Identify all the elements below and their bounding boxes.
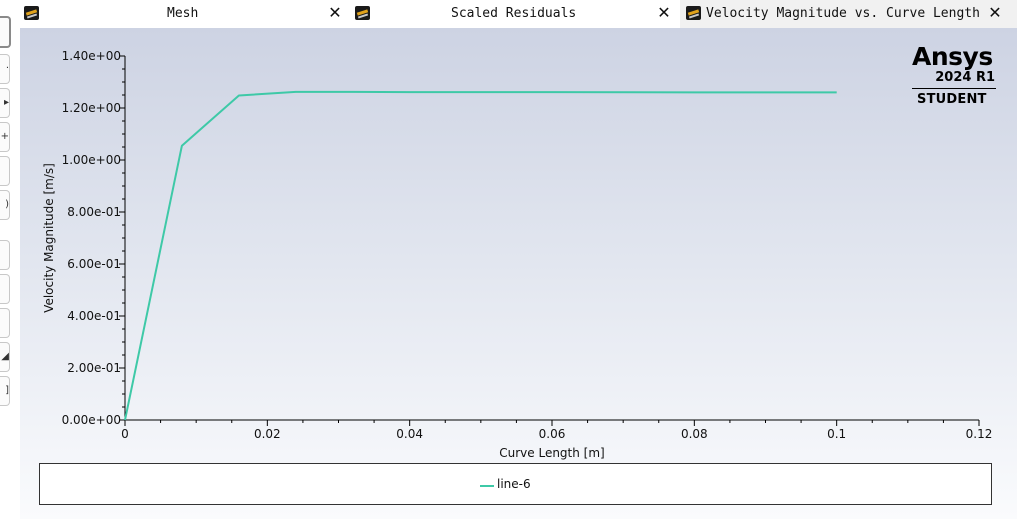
view-icon[interactable] [0,274,10,304]
box-icon[interactable] [0,156,10,186]
pan-icon[interactable]: · [0,54,10,84]
bracket-icon[interactable]: ] [0,376,10,406]
tab-scaled-residuals[interactable]: Scaled Residuals ✕ [349,0,680,28]
x-tick-label: 0.08 [681,427,708,441]
zoom-icon[interactable]: + [0,122,10,152]
x-tick-label: 0.12 [966,427,993,441]
graphics-tab-strip: Mesh ✕ Scaled Residuals ✕ Velocity Magni… [0,0,1017,28]
y-tick-label: 1.00e+00 [62,153,121,167]
fit-icon[interactable] [0,240,10,270]
graphics-toolbar: · ▸ + ) ◢ ] [0,14,11,414]
series-line-line-6 [124,90,837,421]
x-tick-label: 0.1 [827,427,846,441]
y-tick-label: 6.00e-01 [67,257,121,271]
y-tick-label: 4.00e-01 [67,309,121,323]
legend-swatch [480,485,494,487]
y-tick-label: 1.40e+00 [62,49,121,63]
y-tick-label: 8.00e-01 [67,205,121,219]
x-tick-label: 0 [121,427,129,441]
close-tab-scaled-residuals-icon[interactable]: ✕ [657,3,671,22]
fluent-graphics-icon [355,6,370,20]
ruler-icon[interactable]: ◢ [0,342,10,372]
legend: line-6 [39,463,992,505]
x-tick-label: 0.04 [396,427,423,441]
logo-edition: STUDENT [917,92,987,107]
fluent-graphics-icon [686,6,701,20]
legend-label: line-6 [497,477,531,491]
x-tick-label: 0.06 [539,427,566,441]
tab-velocity-magnitude-title: Velocity Magnitude vs. Curve Length [706,6,980,21]
logo-divider [912,88,996,89]
logo-name: Ansys [912,42,993,71]
pointer-icon[interactable]: ▸ [0,88,10,118]
fluent-graphics-icon [24,6,39,20]
y-tick-label: 0.00e+00 [62,413,121,427]
tab-velocity-magnitude[interactable]: Velocity Magnitude vs. Curve Length ✕ [680,0,1017,28]
logo-version: 2024 R1 [935,70,995,85]
rotate-icon[interactable]: ) [0,190,10,220]
y-tick-label: 1.20e+00 [62,101,121,115]
close-tab-mesh-icon[interactable]: ✕ [328,3,342,22]
plot-viewport[interactable] [20,28,1017,519]
ansys-logo: Ansys 2024 R1 STUDENT [912,42,998,112]
tab-mesh-title: Mesh [167,6,199,21]
tab-scaled-residuals-title: Scaled Residuals [451,6,577,21]
y-axis-title: Velocity Magnitude [m/s] [42,163,56,313]
y-tick-label: 2.00e-01 [67,361,121,375]
x-axis-title: Curve Length [m] [499,446,604,460]
copy-icon[interactable] [0,308,10,338]
select-icon[interactable] [0,16,11,48]
x-tick-label: 0.02 [254,427,281,441]
tab-mesh[interactable]: Mesh ✕ [18,0,348,28]
close-tab-velocity-magnitude-icon[interactable]: ✕ [988,3,1002,22]
